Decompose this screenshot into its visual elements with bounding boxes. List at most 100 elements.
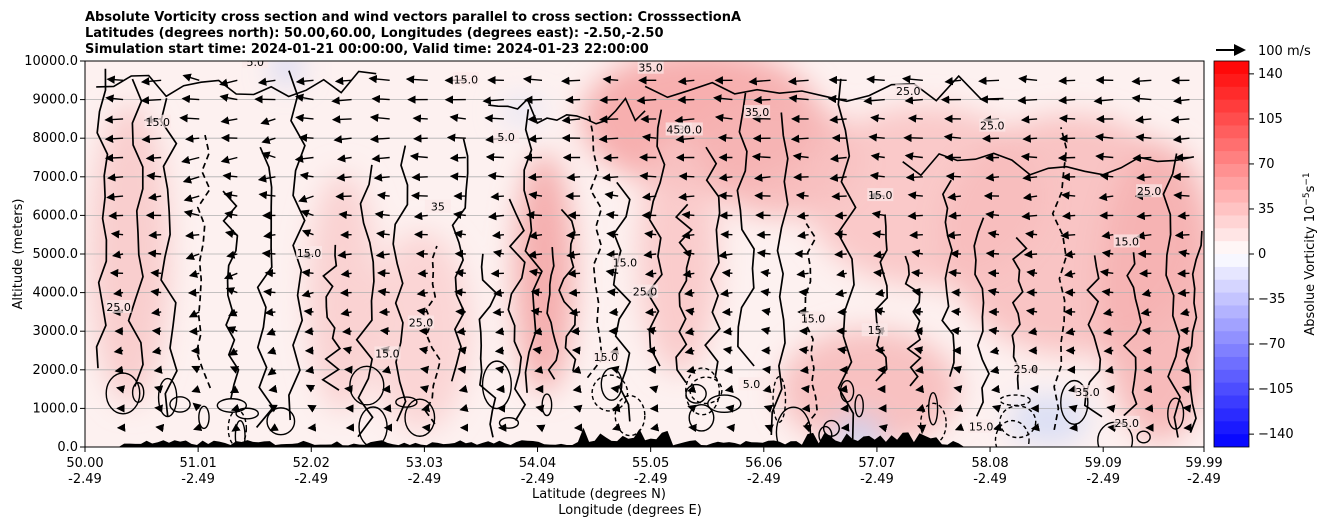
wind-vector xyxy=(453,210,466,220)
contour-line xyxy=(941,179,955,377)
contour-label-bg xyxy=(424,199,451,213)
wind-vector xyxy=(146,172,162,181)
wind-vector xyxy=(598,115,619,124)
contour-label: 25.0 xyxy=(106,301,131,314)
wind-vector xyxy=(493,288,505,298)
contour-loop xyxy=(404,398,436,437)
wind-vector xyxy=(1135,115,1152,124)
wind-vector xyxy=(1098,192,1114,202)
wind-vector xyxy=(482,96,504,105)
wind-vector xyxy=(527,134,543,143)
contour-label-bg xyxy=(592,350,619,364)
wind-vector xyxy=(948,268,961,278)
wind-vector xyxy=(299,171,314,181)
wind-vector xyxy=(1143,384,1153,394)
title-line-3: Simulation start time: 2024-01-21 00:00:… xyxy=(85,42,649,57)
wind-vector xyxy=(760,288,771,297)
contour-label-bg xyxy=(867,188,894,202)
wind-vector xyxy=(416,288,428,298)
x-tick-label-lon: -2.49 xyxy=(181,472,215,487)
wind-vector xyxy=(953,404,964,413)
colorbar-band xyxy=(1214,395,1249,409)
contour-line xyxy=(195,134,212,389)
contour-line xyxy=(127,78,144,387)
wind-vector xyxy=(1022,134,1038,143)
wind-vector xyxy=(831,192,847,201)
wind-vector xyxy=(1177,211,1190,220)
wind-vector xyxy=(228,347,239,356)
wind-vector xyxy=(641,192,657,201)
wind-vector xyxy=(721,268,733,278)
contour-label: 5.0 xyxy=(247,56,265,69)
x-tick-label-lon: -2.49 xyxy=(294,472,328,487)
contour-label: 15.0 xyxy=(1114,235,1139,248)
wind-vector xyxy=(528,268,543,277)
wind-vector xyxy=(649,385,659,394)
wind-vector xyxy=(419,385,429,394)
wind-vector xyxy=(454,268,466,278)
wind-vector xyxy=(764,424,774,433)
colorbar: 140 105 70 35 0 −35 −70 −105 −140 Absolue Vortic… xyxy=(1213,60,1318,448)
x-tick-label-lon: -2.49 xyxy=(747,472,781,487)
quiver-key: 100 m/s xyxy=(1216,44,1311,59)
wind-vector xyxy=(261,151,276,160)
contour-loop xyxy=(999,405,1037,439)
contour-line xyxy=(546,247,560,380)
wind-vector xyxy=(140,96,162,105)
contour-line xyxy=(321,244,342,391)
contour-label: 25.0 xyxy=(1114,417,1139,430)
contour-line xyxy=(288,70,306,421)
wind-vector xyxy=(1022,173,1038,182)
wind-vector xyxy=(1065,327,1076,336)
wind-vector xyxy=(185,134,200,143)
wind-vector xyxy=(713,94,733,103)
wind-vector xyxy=(1023,250,1038,259)
wind-vectors xyxy=(104,73,1193,433)
wind-vector xyxy=(787,77,809,86)
wind-vector xyxy=(413,134,428,143)
wind-vector xyxy=(829,154,847,163)
wind-vector xyxy=(612,423,622,432)
contour-line xyxy=(646,109,666,367)
wind-vector xyxy=(155,423,165,433)
wind-vector xyxy=(413,211,428,221)
wind-vector xyxy=(334,76,352,86)
wind-vector xyxy=(904,152,923,161)
colorbar-band xyxy=(1214,266,1249,280)
colorbar-band xyxy=(1214,382,1249,396)
contour-label: 15.0 xyxy=(868,189,893,202)
wind-vector xyxy=(421,403,431,413)
wind-vector xyxy=(495,327,505,336)
wind-vector xyxy=(294,154,314,163)
wind-vector xyxy=(151,307,162,317)
wind-vector xyxy=(602,75,619,84)
contour-label-bg xyxy=(979,118,1006,132)
y-axis-label: Altitude (meters) xyxy=(11,199,26,310)
contour-label: 5.0 xyxy=(497,131,515,144)
wind-vector xyxy=(834,250,847,259)
wind-vector xyxy=(1140,308,1152,317)
wind-vector xyxy=(264,268,276,278)
wind-vector xyxy=(901,75,923,84)
wind-vector xyxy=(754,191,771,200)
x-tick-label-lat: 55.05 xyxy=(632,456,669,471)
wind-vector xyxy=(337,250,352,259)
wind-vector xyxy=(219,93,238,102)
wind-vector xyxy=(1173,191,1190,200)
wind-vector xyxy=(303,307,314,316)
wind-vector xyxy=(264,308,276,317)
wind-vector xyxy=(684,288,695,298)
wind-vector xyxy=(828,75,847,85)
wind-vector xyxy=(487,212,505,221)
contour-line xyxy=(644,74,1004,103)
wind-vector xyxy=(834,230,847,239)
contour-loop xyxy=(198,405,210,430)
wind-vector xyxy=(533,327,543,336)
wind-vector xyxy=(522,75,543,84)
wind-vector xyxy=(150,288,162,297)
contour-label: 15.0 xyxy=(969,421,994,434)
wind-vector xyxy=(338,210,352,220)
colorbar-tick-label: 105 xyxy=(1258,112,1283,127)
colorbar-tick-label: −140 xyxy=(1258,427,1294,442)
